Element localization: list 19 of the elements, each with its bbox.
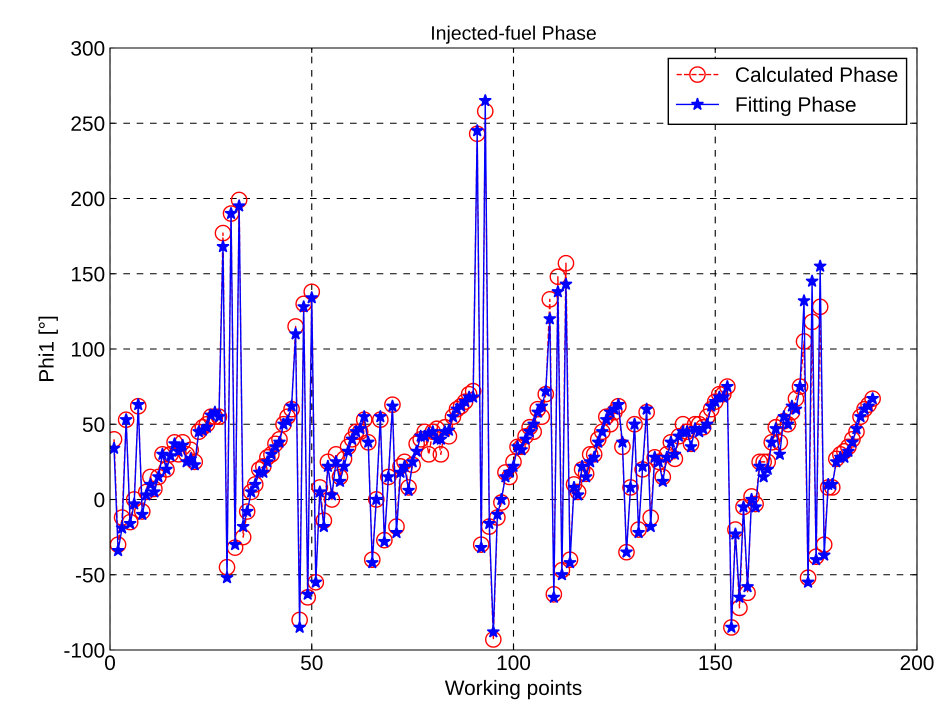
x-tick-label: 100 [498, 655, 530, 670]
x-tick-label: 200 [900, 655, 934, 670]
x-tick-label: 0 [105, 655, 115, 670]
y-tick-label: 300 [71, 41, 104, 56]
y-axis-title: Phi1 [°] [38, 316, 58, 381]
y-tick-label: 50 [82, 417, 104, 432]
x-axis-title: Working points [444, 680, 582, 700]
y-tick-label: 200 [71, 192, 104, 206]
y-tick-label: 100 [72, 342, 104, 357]
x-tick-label: 50 [301, 655, 323, 670]
y-tick-label: 0 [94, 492, 104, 508]
legend-label: Fitting Phase [736, 96, 856, 116]
chart-title: Injected-fuel Phase [432, 26, 596, 44]
y-tick-label: -100 [64, 643, 104, 658]
y-tick-label: 250 [71, 116, 104, 132]
x-tick-label: 150 [699, 655, 732, 670]
y-tick-label: 150 [72, 266, 104, 282]
y-tick-label: -50 [76, 568, 104, 583]
legend-label: Calculated Phase [736, 66, 898, 82]
